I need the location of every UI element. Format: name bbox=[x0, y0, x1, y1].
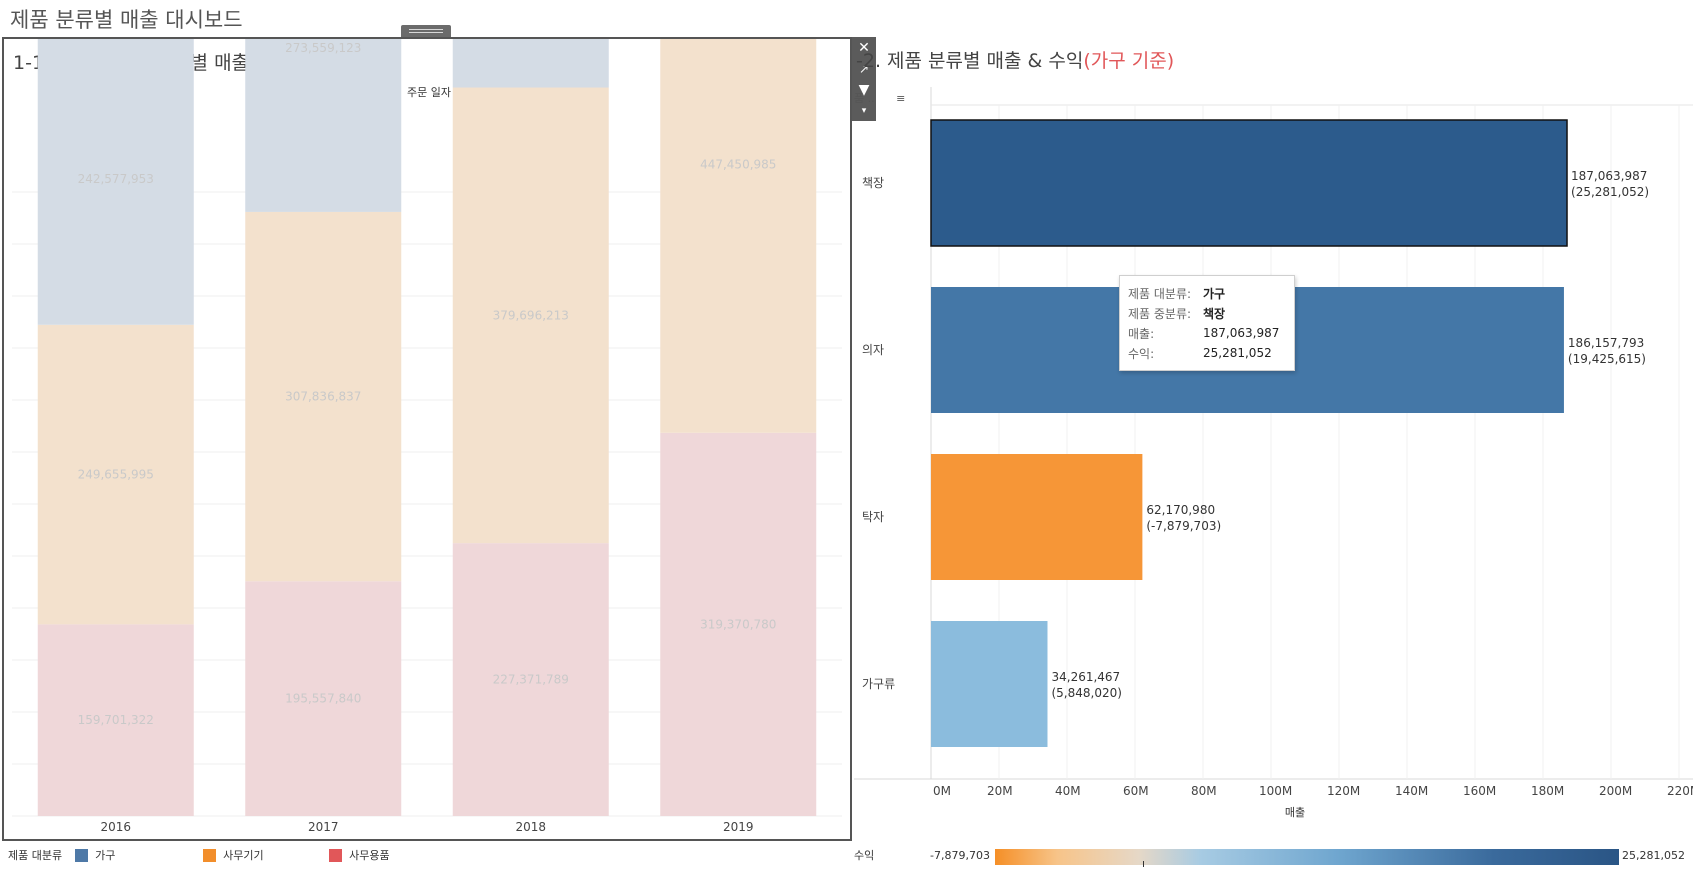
bar-profit-label: (19,425,615) bbox=[1568, 352, 1646, 366]
bar-segment[interactable] bbox=[245, 581, 402, 816]
x-tick-label: 100M bbox=[1259, 784, 1292, 798]
y-tick-label: 가구류 bbox=[862, 677, 895, 691]
row-header: 품 .. ≡ bbox=[854, 90, 905, 106]
bar-value-label: 186,157,793 bbox=[1568, 336, 1644, 350]
profit-legend-max: 25,281,052 bbox=[1622, 848, 1685, 862]
tooltip-label: 매출: bbox=[1128, 326, 1155, 341]
drag-handle[interactable] bbox=[401, 25, 451, 37]
x-tick-label: 160M bbox=[1463, 784, 1496, 798]
popout-icon[interactable]: ↗ bbox=[858, 61, 870, 76]
y-tick-label: 탁자 bbox=[862, 510, 884, 524]
x-tick-label: 220M bbox=[1667, 784, 1693, 798]
tooltip-value: 187,063,987 bbox=[1203, 326, 1280, 340]
y-tick-label: 책장 bbox=[862, 175, 884, 190]
bar-value-label: 447,450,985 bbox=[700, 157, 776, 171]
bar-profit-label: (5,848,020) bbox=[1051, 686, 1121, 700]
profit-zero-tick bbox=[1143, 861, 1144, 867]
tooltip-label: 제품 중분류: bbox=[1128, 306, 1192, 321]
bar-profit-label: (25,281,052) bbox=[1571, 185, 1649, 199]
bar-segment[interactable] bbox=[452, 87, 609, 544]
bar-value-label: 159,701,322 bbox=[78, 713, 154, 727]
bar-segment[interactable] bbox=[660, 432, 817, 816]
bar-value-label: 187,063,987 bbox=[1571, 169, 1647, 183]
color-legend: 제품 대분류 가구 사무기기 사무용품 bbox=[8, 846, 390, 864]
bar-segment[interactable] bbox=[245, 211, 402, 582]
bar-segment[interactable] bbox=[37, 39, 194, 325]
bar-profit-label: (-7,879,703) bbox=[1146, 519, 1221, 533]
close-icon[interactable]: ✕ bbox=[858, 39, 870, 56]
x-tick-label: 20M bbox=[987, 784, 1013, 798]
x-axis-title: 주문 일자 bbox=[407, 85, 451, 99]
tooltip-label: 수익: bbox=[1128, 346, 1155, 361]
tooltip-row: 제품 대분류: 가구 bbox=[1128, 283, 1286, 303]
bar[interactable] bbox=[930, 119, 1568, 247]
tooltip-value: 책장 bbox=[1203, 306, 1226, 321]
legend-swatch-office-machine[interactable] bbox=[203, 848, 217, 862]
bar[interactable] bbox=[931, 454, 1143, 580]
x-tick-label: 80M bbox=[1191, 784, 1217, 798]
x-tick-label: 200M bbox=[1599, 784, 1632, 798]
category-sales-panel: -2. 제품 분류별 매출 & 수익(가구 기준) 0M 20M 40M 60M 80M… bbox=[854, 37, 1693, 841]
bar-segment[interactable] bbox=[452, 543, 609, 816]
tooltip-label: 제품 대분류: bbox=[1128, 286, 1192, 301]
legend-label-furniture[interactable]: 가구 bbox=[95, 849, 116, 862]
bar[interactable] bbox=[931, 621, 1048, 747]
tooltip-value: 가구 bbox=[1203, 286, 1226, 301]
legend-title: 제품 대분류 bbox=[8, 849, 63, 862]
legend-swatch-office-supply[interactable] bbox=[329, 848, 343, 862]
sort-icon[interactable]: ≡ bbox=[896, 92, 906, 105]
tooltip-row: 수익: 25,281,052 bbox=[1128, 343, 1286, 363]
x-tick-label: 2019 bbox=[723, 820, 754, 834]
x-tick-label: 2018 bbox=[515, 820, 546, 834]
tooltip-row: 제품 중분류: 책장 bbox=[1128, 303, 1286, 323]
bar-value-label: 319,370,780 bbox=[700, 617, 776, 631]
bar-segment[interactable] bbox=[37, 624, 194, 816]
bar-segment[interactable] bbox=[660, 39, 817, 433]
x-tick-label: 0M bbox=[933, 784, 951, 798]
x-tick-label: 40M bbox=[1055, 784, 1081, 798]
x-axis-title: 매출 bbox=[1285, 806, 1305, 819]
profit-gradient-bar bbox=[995, 849, 1619, 865]
chevron-down-icon[interactable]: ▾ bbox=[861, 105, 867, 116]
bar-value-label: 242,577,953 bbox=[78, 172, 154, 186]
worksheet-toolbar: ✕ ↗ ▼ ▾ bbox=[852, 37, 876, 121]
category-sales-chart: 0M 20M 40M 60M 80M 100M 120M 140M 160M 180M 200M 22… bbox=[854, 87, 1693, 819]
x-tick-label: 2016 bbox=[100, 820, 131, 834]
profit-legend-min: -7,879,703 bbox=[930, 848, 990, 862]
dashboard-title: 제품 분류별 매출 대시보드 bbox=[10, 8, 243, 32]
bar-segment[interactable] bbox=[452, 39, 609, 88]
legend-label-office-machine[interactable]: 사무기기 bbox=[223, 849, 264, 862]
bar-segment[interactable] bbox=[245, 39, 402, 212]
bar-value-label: 227,371,789 bbox=[493, 673, 569, 687]
x-tick-label: 60M bbox=[1123, 784, 1149, 798]
right-title-main: -2. 제품 분류별 매출 & 수익 bbox=[856, 50, 1084, 72]
bar-value-label: 249,655,995 bbox=[78, 468, 154, 482]
annual-sales-chart: 주문 일자 159,701,322 249,655,995 242,577,953 20… bbox=[12, 39, 842, 834]
x-tick-label: 120M bbox=[1327, 784, 1360, 798]
profit-legend-title: 수익 bbox=[854, 849, 875, 862]
y-tick-label: 의자 bbox=[862, 343, 884, 357]
tooltip-value: 25,281,052 bbox=[1203, 346, 1272, 360]
x-tick-label: 2017 bbox=[308, 820, 339, 834]
x-tick-label: 180M bbox=[1531, 784, 1564, 798]
bar-value-label: 34,261,467 bbox=[1051, 670, 1120, 684]
bar-value-label: 273,559,123 bbox=[285, 41, 361, 55]
bar-value-label: 379,696,213 bbox=[493, 308, 569, 322]
annual-sales-panel: 1-1. 연간 제품 대분류별 매출 주문 일자159,701,322249,6… bbox=[2, 37, 852, 841]
row-header-label: 품 .. bbox=[854, 92, 875, 105]
bar-segment[interactable] bbox=[37, 324, 194, 625]
bar-value-label: 195,557,840 bbox=[285, 692, 361, 706]
x-tick-label: 140M bbox=[1395, 784, 1428, 798]
right-panel-title: -2. 제품 분류별 매출 & 수익(가구 기준) bbox=[856, 46, 1174, 73]
bar-value-label: 307,836,837 bbox=[285, 390, 361, 404]
bar-value-label: 62,170,980 bbox=[1146, 503, 1215, 517]
legend-label-office-supply[interactable]: 사무용품 bbox=[349, 849, 390, 862]
right-title-accent: (가구 기준) bbox=[1083, 50, 1175, 72]
tooltip-row: 매출: 187,063,987 bbox=[1128, 323, 1286, 343]
legend-swatch-furniture[interactable] bbox=[75, 848, 89, 862]
filter-icon[interactable]: ▼ bbox=[858, 81, 870, 98]
